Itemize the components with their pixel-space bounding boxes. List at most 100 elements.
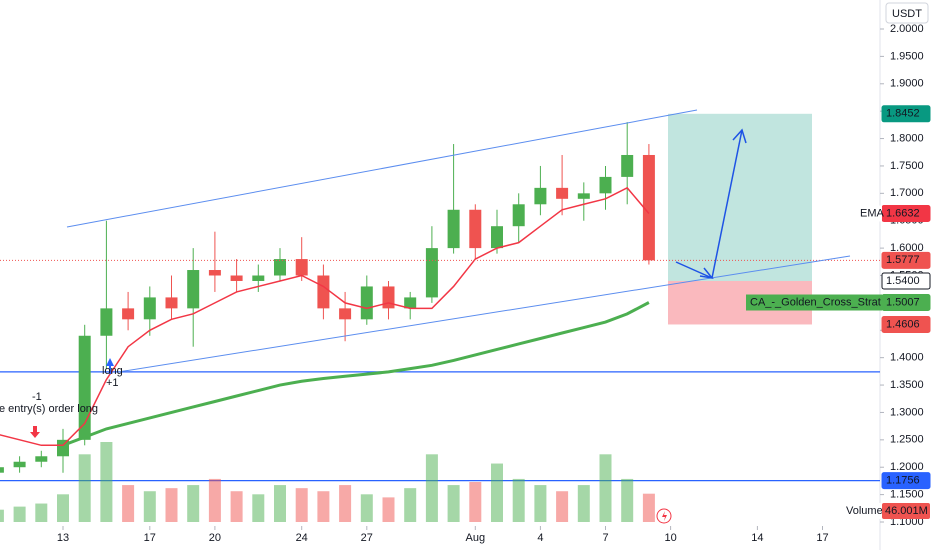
volume-bar — [100, 442, 113, 522]
volume-bar — [78, 454, 91, 522]
channel-lower — [117, 255, 851, 373]
arrow-head — [732, 128, 747, 144]
volume-bar — [165, 488, 178, 522]
annotation: e entry(s) order long — [0, 403, 98, 415]
event-icon-bolt — [662, 511, 667, 521]
y-tick-label: 1.1500 — [890, 489, 924, 501]
y-tick-label: 1.9500 — [890, 50, 924, 62]
price-tag-box — [881, 251, 931, 269]
candle-body — [469, 209, 482, 249]
candle-body — [78, 335, 91, 440]
volume-bar — [642, 493, 655, 522]
ma-line — [62, 301, 650, 447]
entry-tag-box — [881, 272, 931, 290]
candle-body — [577, 193, 590, 199]
y-tick-label: 1.4000 — [890, 352, 924, 364]
volume-bar — [491, 463, 503, 522]
y-tick-label: 2.0000 — [890, 23, 924, 35]
currency: USDT — [892, 8, 922, 20]
arrow-up — [711, 129, 743, 279]
exit-marker — [30, 426, 40, 438]
volume-name: Volume — [846, 505, 883, 517]
candle-body — [599, 176, 612, 194]
candle-body — [491, 226, 503, 249]
volume-bar — [339, 485, 352, 522]
volume-bar — [534, 485, 547, 522]
x-tick-label: Aug — [466, 532, 486, 544]
volume-bar — [252, 494, 265, 522]
level-tag: 1.1756 — [886, 474, 920, 486]
volume-tag: 46.001M — [885, 505, 928, 517]
level-tag-box — [881, 472, 931, 490]
candle-body — [382, 286, 395, 309]
x-tick-label: 14 — [751, 532, 763, 544]
candle-body — [317, 275, 330, 309]
y-tick-label: 1.2500 — [890, 434, 924, 446]
candle-body — [621, 154, 634, 177]
volume-bar — [621, 478, 634, 522]
annotation: -1 — [32, 391, 42, 403]
x-tick-label: 27 — [361, 532, 373, 544]
y-tick-label: 1.7000 — [890, 187, 924, 199]
candle-body — [35, 456, 48, 462]
candle-body — [360, 286, 373, 320]
currency-box[interactable] — [885, 2, 929, 24]
volume-bar — [230, 491, 243, 522]
candle-body — [512, 204, 525, 227]
ema-name-box — [858, 205, 882, 222]
stop-tag-box — [881, 315, 931, 333]
volume-name-box — [844, 503, 882, 519]
volume-tag-box — [882, 503, 930, 519]
candle-body — [556, 187, 569, 199]
candle-body — [230, 275, 243, 281]
volume-bar — [512, 478, 525, 522]
candle-body — [57, 439, 69, 457]
x-tick-label: 20 — [209, 532, 221, 544]
volume-bar — [404, 488, 417, 522]
volume-bar — [469, 482, 482, 522]
y-tick-label: 1.3500 — [890, 379, 924, 391]
candle-body — [404, 297, 417, 309]
y-tick-label: 1.7500 — [890, 160, 924, 172]
x-tick-label: 7 — [602, 532, 608, 544]
candle-body — [13, 461, 26, 468]
candle-body — [295, 259, 308, 276]
ma-tag: 1.5007 — [886, 296, 920, 308]
plot: 2.00001.95001.90001.85001.80001.75001.70… — [0, 23, 931, 544]
ma-tag-box — [881, 294, 931, 312]
candle-body — [534, 187, 547, 205]
channel-upper — [66, 109, 698, 228]
candle-body — [122, 308, 135, 320]
candle-body — [274, 259, 286, 276]
entry-tag: 1.5400 — [886, 275, 920, 287]
y-tick-label: 1.8000 — [890, 132, 924, 144]
volume-bar — [0, 509, 4, 522]
x-tick-label: 4 — [537, 532, 543, 544]
volume-bar — [577, 485, 590, 522]
volume-bar — [122, 485, 135, 522]
y-tick-label: 1.3000 — [890, 406, 924, 418]
x-tick-label: 17 — [816, 532, 828, 544]
x-tick-label: 13 — [57, 532, 69, 544]
volume-bar — [382, 497, 395, 522]
long-marker — [106, 358, 114, 374]
x-tick-label: 24 — [296, 532, 308, 544]
volume-bar — [57, 494, 69, 522]
arrow-down — [675, 261, 713, 279]
volume-bar — [208, 478, 221, 522]
candle-body — [339, 308, 352, 320]
volume-bar — [425, 454, 438, 522]
candle-body — [642, 154, 655, 261]
volume-bar — [599, 454, 612, 522]
volume-bar — [447, 485, 460, 522]
annotation: +1 — [106, 377, 119, 389]
volume-bar — [274, 485, 286, 522]
volume-bar — [556, 491, 569, 522]
candle-body — [143, 297, 156, 320]
y-tick-label: 1.2000 — [890, 461, 924, 473]
annotation: long — [102, 365, 123, 377]
y-tick-label: 1.9000 — [890, 78, 924, 90]
ma-name-box — [746, 294, 882, 311]
